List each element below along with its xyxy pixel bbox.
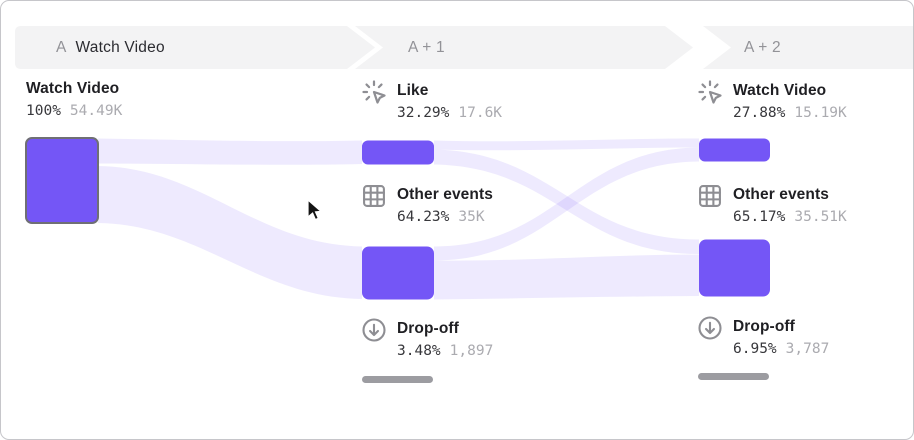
node-count: 54.49K	[69, 103, 123, 119]
node-percent: 32.29%	[397, 105, 450, 121]
node-stats: 3.48% 1,897	[397, 342, 493, 360]
node-label-step1-other-events: Other events 64.23% 35K	[363, 185, 493, 226]
breadcrumb-step-label: Watch Video	[75, 38, 165, 56]
node-label-step0-watch-video: Watch Video 100% 54.49K	[26, 79, 122, 120]
node-block-step2-other-events[interactable]	[699, 239, 770, 297]
breadcrumb-step-a1-shape[interactable]	[355, 26, 693, 69]
node-label-step2-drop-off: Drop-off 6.95% 3,787	[698, 316, 829, 358]
breadcrumb-step-a2-shape[interactable]	[703, 26, 914, 69]
node-title: Other events	[733, 186, 829, 203]
node-block-step1-other-events[interactable]	[362, 246, 434, 300]
ribbon-otherevents-to-watchvideo2[interactable]	[434, 147, 699, 261]
node-label-step1-drop-off: Drop-off 3.48% 1,897	[362, 318, 493, 360]
ribbon-like-to-watchvideo2[interactable]	[434, 138, 699, 151]
node-percent: 27.88%	[733, 105, 786, 121]
ribbon-watchvideo-to-like[interactable]	[98, 138, 362, 165]
node-count: 35K	[458, 209, 485, 225]
node-title: Other events	[397, 186, 493, 203]
breadcrumb-step-a2[interactable]: A + 2	[744, 26, 781, 69]
breadcrumb-step-a[interactable]: A Watch Video	[56, 26, 165, 69]
arrow-down-circle-icon	[360, 316, 388, 344]
node-percent: 64.23%	[397, 209, 450, 225]
cursor-click-icon	[360, 78, 388, 106]
node-count: 15.19K	[794, 105, 847, 121]
node-percent: 65.17%	[733, 209, 786, 225]
grid-icon	[696, 182, 724, 210]
dropoff-bar-step2[interactable]	[698, 373, 769, 380]
node-count: 17.6K	[458, 105, 503, 121]
node-title: Like	[397, 82, 429, 99]
node-stats: 65.17% 35.51K	[733, 208, 847, 226]
mouse-cursor-icon	[307, 199, 323, 221]
node-percent: 6.95%	[733, 341, 777, 357]
arrow-down-circle-icon	[696, 314, 724, 342]
breadcrumb-step-letter: A	[56, 38, 67, 56]
node-title: Drop-off	[733, 318, 795, 335]
node-label-step2-other-events: Other events 65.17% 35.51K	[699, 185, 847, 226]
node-label-step2-watch-video: Watch Video 27.88% 15.19K	[698, 80, 847, 122]
breadcrumb-step-label: A + 2	[744, 38, 781, 56]
node-title: Drop-off	[397, 320, 459, 337]
node-stats: 32.29% 17.6K	[397, 104, 502, 122]
node-percent: 100%	[26, 103, 61, 119]
node-block-step1-like[interactable]	[362, 140, 434, 165]
breadcrumb-step-a1[interactable]: A + 1	[408, 26, 445, 69]
breadcrumb-step-label: A + 1	[408, 38, 445, 56]
ribbon-like-to-otherevents2[interactable]	[434, 149, 699, 255]
node-stats: 100% 54.49K	[26, 102, 122, 120]
node-block-step0-watch-video[interactable]	[25, 137, 99, 224]
node-count: 3,787	[785, 341, 830, 357]
ribbon-otherevents-to-otherevents2[interactable]	[434, 254, 699, 300]
node-title: Watch Video	[26, 80, 120, 97]
node-stats: 27.88% 15.19K	[733, 104, 847, 122]
node-title: Watch Video	[733, 82, 827, 99]
breadcrumb-step-a-shape[interactable]	[15, 26, 375, 69]
node-count: 35.51K	[794, 209, 847, 225]
node-stats: 6.95% 3,787	[733, 340, 829, 358]
dropoff-bar-step1[interactable]	[362, 376, 433, 383]
ribbon-watchvideo-to-otherevents[interactable]	[98, 166, 362, 299]
node-count: 1,897	[449, 343, 494, 359]
node-label-step1-like: Like 32.29% 17.6K	[362, 80, 502, 122]
cursor-click-icon	[696, 78, 724, 106]
node-block-step2-watch-video[interactable]	[699, 138, 770, 162]
node-percent: 3.48%	[397, 343, 441, 359]
node-stats: 64.23% 35K	[397, 208, 493, 226]
grid-icon	[360, 182, 388, 210]
